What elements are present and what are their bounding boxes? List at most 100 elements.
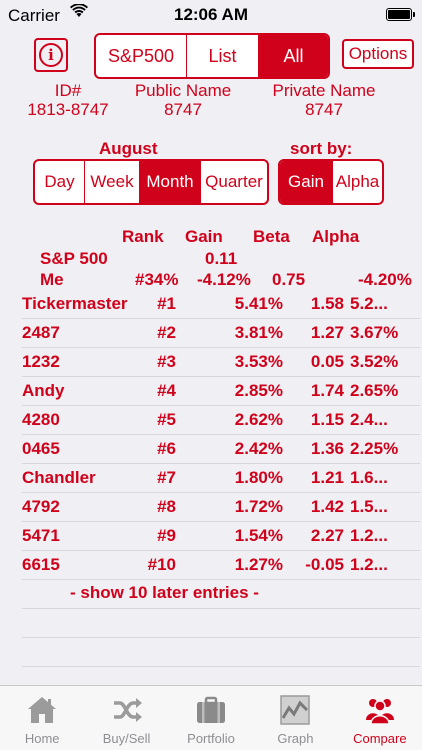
header-alpha: Alpha bbox=[312, 227, 360, 246]
row-gain: 2.42% bbox=[234, 439, 283, 458]
segment-week[interactable]: Week bbox=[84, 161, 139, 203]
row-rank: #3 bbox=[157, 352, 176, 371]
row-name: 1232 bbox=[22, 352, 60, 371]
scope-segmented-control: S&P500 List All bbox=[94, 33, 330, 79]
id-value: 1813-8747 bbox=[27, 100, 109, 119]
segment-day[interactable]: Day bbox=[44, 172, 75, 191]
graph-icon bbox=[280, 695, 311, 725]
row-gain: 5.41% bbox=[234, 294, 283, 313]
row-beta: 1.74 bbox=[310, 381, 344, 400]
row-alpha: 1.5... bbox=[350, 497, 388, 516]
row-alpha: 5.2... bbox=[350, 294, 388, 313]
table-row[interactable]: 1232 #3 3.53% 0.05 3.52% bbox=[22, 348, 420, 377]
options-button[interactable]: Options bbox=[342, 39, 414, 69]
table-row[interactable]: 6615 #10 1.27% -0.05 1.2... bbox=[22, 551, 420, 580]
segment-month[interactable]: Month bbox=[139, 161, 200, 203]
row-beta: 1.42 bbox=[310, 497, 344, 516]
me-gain: -4.12% bbox=[197, 270, 251, 289]
row-gain: 2.62% bbox=[234, 410, 283, 429]
sp500-gain: 0.11 bbox=[205, 249, 238, 268]
sp500-name: S&P 500 bbox=[40, 249, 108, 268]
row-alpha: 3.67% bbox=[350, 323, 399, 342]
public-name-value: 8747 bbox=[164, 100, 202, 119]
row-rank: #8 bbox=[157, 497, 176, 516]
row-gain: 1.27% bbox=[234, 555, 283, 574]
id-label: ID# bbox=[54, 81, 82, 100]
tab-bar: Home Buy/Sell Portfolio Graph Compare bbox=[0, 685, 422, 750]
table-row[interactable]: Chandler #7 1.80% 1.21 1.6... bbox=[22, 464, 420, 493]
row-beta: 1.15 bbox=[310, 410, 344, 429]
row-beta: 1.21 bbox=[310, 468, 344, 487]
row-rank: #1 bbox=[157, 294, 176, 313]
tab-portfolio[interactable]: Portfolio bbox=[169, 686, 253, 750]
empty-row bbox=[22, 638, 420, 667]
segment-quarter[interactable]: Quarter bbox=[200, 161, 267, 203]
row-name: Chandler bbox=[22, 468, 96, 487]
row-gain: 2.85% bbox=[234, 381, 283, 400]
public-name-block: Public Name 8747 bbox=[128, 81, 238, 119]
segment-list[interactable]: List bbox=[186, 35, 258, 77]
row-beta: 0.05 bbox=[310, 352, 344, 371]
segment-sp500[interactable]: S&P500 bbox=[107, 45, 175, 66]
wifi-icon bbox=[70, 3, 88, 23]
row-name: 2487 bbox=[22, 323, 60, 342]
row-gain: 1.54% bbox=[234, 526, 283, 545]
row-name: 5471 bbox=[22, 526, 60, 545]
me-name: Me bbox=[40, 270, 64, 289]
table-row[interactable]: 4280 #5 2.62% 1.15 2.4... bbox=[22, 406, 420, 435]
table-row[interactable]: 5471 #9 1.54% 2.27 1.2... bbox=[22, 522, 420, 551]
tab-buy-sell[interactable]: Buy/Sell bbox=[84, 686, 168, 750]
row-rank: #6 bbox=[157, 439, 176, 458]
row-rank: #5 bbox=[157, 410, 176, 429]
tab-home[interactable]: Home bbox=[0, 686, 84, 750]
row-beta: 2.27 bbox=[310, 526, 344, 545]
table-row[interactable]: Tickermaster #1 5.41% 1.58 5.2... bbox=[22, 290, 420, 319]
empty-row bbox=[22, 609, 420, 638]
row-gain: 3.53% bbox=[234, 352, 283, 371]
tab-label: Portfolio bbox=[187, 731, 235, 746]
row-beta: 1.58 bbox=[310, 294, 344, 313]
row-name: 4792 bbox=[22, 497, 60, 516]
show-more-row[interactable]: - show 10 later entries - bbox=[22, 580, 420, 609]
header-rank: Rank bbox=[122, 227, 164, 246]
row-name: Andy bbox=[22, 381, 65, 400]
table-row[interactable]: 4792 #8 1.72% 1.42 1.5... bbox=[22, 493, 420, 522]
status-time: 12:06 AM bbox=[173, 5, 248, 24]
row-alpha: 1.2... bbox=[350, 526, 388, 545]
table-row[interactable]: Andy #4 2.85% 1.74 2.65% bbox=[22, 377, 420, 406]
row-alpha: 1.6... bbox=[350, 468, 388, 487]
row-beta: 1.27 bbox=[310, 323, 344, 342]
table-row[interactable]: 0465 #6 2.42% 1.36 2.25% bbox=[22, 435, 420, 464]
id-block: ID# 1813-8747 bbox=[22, 81, 114, 119]
tab-graph[interactable]: Graph bbox=[253, 686, 337, 750]
row-gain: 1.80% bbox=[234, 468, 283, 487]
row-name: Tickermaster bbox=[22, 294, 128, 313]
info-icon: i bbox=[39, 43, 63, 67]
public-name-label: Public Name bbox=[134, 81, 232, 100]
segment-all[interactable]: All bbox=[258, 35, 328, 77]
segment-alpha[interactable]: Alpha bbox=[332, 161, 382, 203]
row-name: 4280 bbox=[22, 410, 60, 429]
sort-heading: sort by: bbox=[290, 139, 353, 158]
tab-label: Graph bbox=[277, 731, 314, 746]
row-alpha: 2.65% bbox=[350, 381, 399, 400]
segment-gain[interactable]: Gain bbox=[280, 161, 332, 203]
tab-label: Buy/Sell bbox=[102, 731, 151, 746]
row-alpha: 2.4... bbox=[350, 410, 388, 429]
header-beta: Beta bbox=[253, 227, 290, 246]
row-gain: 3.81% bbox=[234, 323, 283, 342]
row-gain: 1.72% bbox=[234, 497, 283, 516]
status-bar: Carrier 12:06 AM bbox=[0, 0, 422, 30]
table-row[interactable]: 2487 #2 3.81% 1.27 3.67% bbox=[22, 319, 420, 348]
battery-full-icon bbox=[386, 8, 415, 21]
briefcase-icon bbox=[197, 696, 226, 723]
home-icon bbox=[28, 697, 57, 723]
tab-label: Home bbox=[24, 731, 60, 746]
people-icon bbox=[365, 699, 394, 725]
row-rank: #7 bbox=[157, 468, 176, 487]
row-rank: #4 bbox=[157, 381, 176, 400]
info-button[interactable]: i bbox=[34, 38, 68, 72]
tab-compare[interactable]: Compare bbox=[338, 686, 422, 750]
row-alpha: 3.52% bbox=[350, 352, 399, 371]
show-more-link[interactable]: - show 10 later entries - bbox=[70, 583, 259, 602]
